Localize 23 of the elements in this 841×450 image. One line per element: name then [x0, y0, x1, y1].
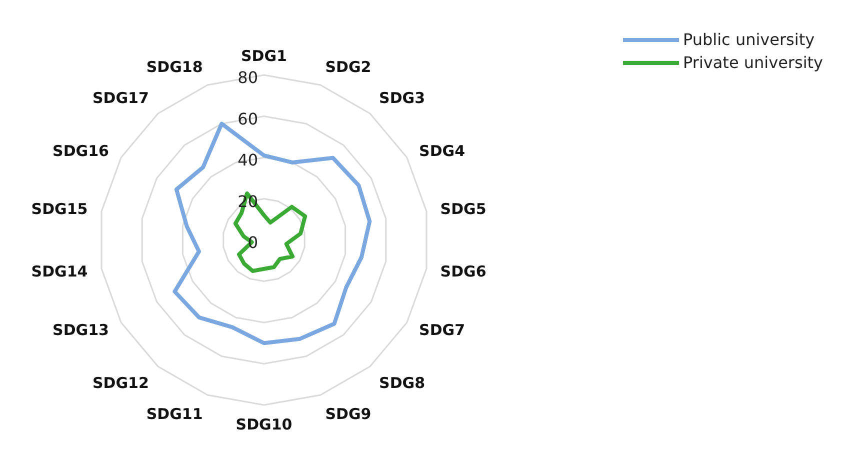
legend-label: Private university [683, 53, 824, 72]
spoke-label: SDG1 [240, 47, 288, 65]
spoke-label: SDG15 [31, 200, 88, 218]
spoke-label: SDG9 [325, 404, 372, 423]
y-tick-label: 80 [238, 68, 258, 87]
spoke-label: SDG11 [146, 404, 203, 423]
y-tick-label: 40 [238, 150, 258, 170]
spoke-label: SDG12 [92, 374, 149, 392]
spoke-label: SDG8 [379, 374, 426, 392]
spoke-label: SDG3 [379, 88, 426, 107]
spoke-label: SDG6 [440, 262, 486, 280]
spoke-label: SDG13 [52, 320, 109, 339]
legend-label: Public university [683, 30, 815, 49]
spoke-label: SDG18 [146, 58, 203, 76]
y-tick-label: 60 [238, 109, 258, 128]
spoke-label: SDG17 [92, 88, 149, 107]
spoke-label: SDG4 [419, 142, 466, 160]
spoke-label: SDG10 [236, 416, 292, 434]
spoke-label: SDG2 [325, 58, 372, 76]
spoke-label: SDG16 [52, 142, 109, 160]
spoke-label: SDG5 [440, 200, 486, 218]
spoke-label: SDG7 [419, 320, 466, 339]
spoke-label: SDG14 [31, 262, 88, 280]
